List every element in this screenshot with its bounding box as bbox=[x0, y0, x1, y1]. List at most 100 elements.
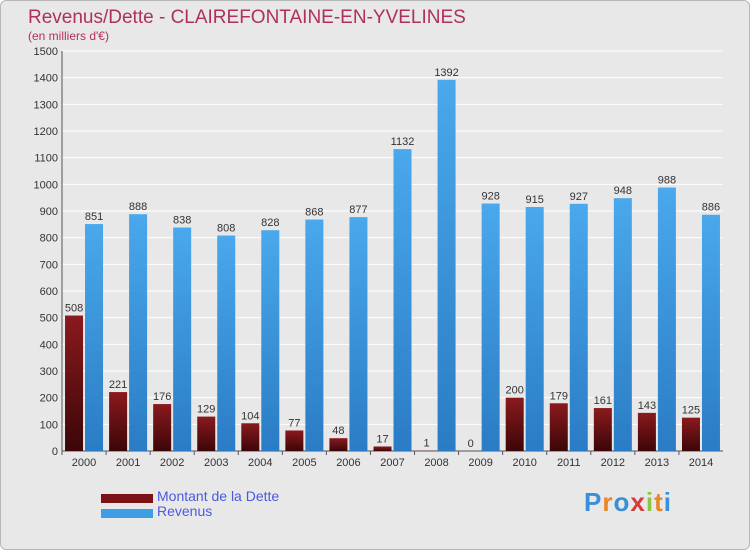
data-label-dette: 221 bbox=[109, 379, 127, 391]
y-tick-label: 0 bbox=[52, 446, 58, 458]
x-tick-label: 2007 bbox=[380, 457, 404, 469]
chart-title: Revenus/Dette - CLAIREFONTAINE-EN-YVELIN… bbox=[28, 7, 466, 28]
logo-letter: P bbox=[584, 487, 603, 517]
bar-revenus bbox=[217, 235, 236, 451]
y-tick-label: 900 bbox=[40, 206, 58, 218]
y-tick-label: 1000 bbox=[34, 179, 58, 191]
bar-dette bbox=[593, 408, 612, 451]
bar-dette bbox=[153, 404, 172, 451]
x-tick-label: 2010 bbox=[512, 457, 536, 469]
data-label-dette: 104 bbox=[241, 410, 259, 422]
x-tick-label: 2009 bbox=[468, 457, 492, 469]
y-tick-label: 700 bbox=[40, 259, 58, 271]
y-tick-label: 300 bbox=[40, 366, 58, 378]
legend-label-dette: Montant de la Dette bbox=[157, 488, 280, 504]
data-label-revenus: 886 bbox=[702, 202, 720, 214]
data-label-revenus: 988 bbox=[658, 175, 676, 187]
bar-revenus bbox=[525, 207, 544, 451]
legend-swatch-revenus bbox=[101, 509, 153, 518]
legend-swatch-dette bbox=[101, 494, 153, 503]
bar-dette bbox=[681, 417, 700, 451]
bar-revenus bbox=[129, 214, 148, 451]
data-label-dette: 508 bbox=[65, 303, 83, 315]
bar-revenus bbox=[173, 227, 192, 451]
bar-revenus bbox=[305, 219, 324, 451]
bar-dette bbox=[549, 403, 568, 451]
data-label-revenus: 877 bbox=[349, 204, 367, 216]
y-tick-label: 1200 bbox=[34, 126, 58, 138]
data-label-revenus: 1392 bbox=[434, 67, 458, 79]
bar-dette bbox=[505, 397, 524, 451]
y-tick-label: 600 bbox=[40, 286, 58, 298]
data-label-revenus: 851 bbox=[85, 211, 103, 223]
x-tick-label: 2012 bbox=[601, 457, 625, 469]
logo-letter: x bbox=[630, 487, 646, 517]
data-label-revenus: 868 bbox=[305, 207, 323, 219]
x-tick-label: 2000 bbox=[72, 457, 96, 469]
logo-letter: i bbox=[663, 487, 672, 517]
bar-dette bbox=[65, 315, 84, 451]
x-tick-label: 2001 bbox=[116, 457, 140, 469]
data-label-dette: 179 bbox=[550, 390, 568, 402]
bar-dette bbox=[637, 412, 656, 451]
bar-dette bbox=[329, 438, 348, 451]
y-tick-label: 1300 bbox=[34, 99, 58, 111]
data-label-dette: 77 bbox=[288, 417, 300, 429]
y-tick-label: 1100 bbox=[34, 153, 58, 165]
data-label-dette: 17 bbox=[376, 433, 388, 445]
x-tick-label: 2013 bbox=[645, 457, 669, 469]
bar-dette bbox=[285, 430, 304, 451]
y-tick-label: 800 bbox=[40, 233, 58, 245]
data-label-dette: 161 bbox=[594, 395, 612, 407]
x-tick-label: 2003 bbox=[204, 457, 228, 469]
data-label-dette: 48 bbox=[332, 425, 344, 437]
proxiti-logo: Proxiti bbox=[584, 487, 672, 518]
bar-dette bbox=[197, 416, 216, 451]
data-label-revenus: 915 bbox=[526, 194, 544, 206]
data-label-revenus: 948 bbox=[614, 185, 632, 197]
bar-revenus bbox=[701, 214, 720, 451]
bar-revenus bbox=[613, 198, 632, 451]
x-tick-label: 2011 bbox=[557, 457, 581, 469]
data-label-dette: 125 bbox=[682, 405, 700, 417]
data-label-dette: 176 bbox=[153, 391, 171, 403]
y-tick-label: 1500 bbox=[34, 46, 58, 58]
bar-revenus bbox=[393, 149, 412, 451]
data-label-dette: 200 bbox=[506, 385, 524, 397]
bar-dette bbox=[109, 392, 128, 451]
bar-dette bbox=[241, 423, 260, 451]
data-label-dette: 0 bbox=[468, 438, 474, 450]
data-label-revenus: 927 bbox=[570, 191, 588, 203]
y-tick-label: 400 bbox=[40, 339, 58, 351]
data-label-revenus: 838 bbox=[173, 215, 191, 227]
logo-letter: i bbox=[645, 487, 655, 517]
logo-letter: r bbox=[602, 487, 614, 517]
bar-revenus bbox=[437, 79, 456, 452]
logo-letter: t bbox=[654, 487, 664, 517]
x-tick-label: 2004 bbox=[248, 457, 272, 469]
data-label-dette: 129 bbox=[197, 404, 215, 416]
bar-revenus bbox=[481, 203, 500, 451]
logo-letter: o bbox=[613, 487, 631, 517]
x-tick-label: 2008 bbox=[424, 457, 448, 469]
data-label-revenus: 928 bbox=[481, 191, 499, 203]
x-tick-label: 2006 bbox=[336, 457, 360, 469]
legend-label-revenus: Revenus bbox=[157, 503, 213, 519]
data-label-revenus: 1132 bbox=[391, 136, 415, 148]
x-tick-label: 2014 bbox=[689, 457, 713, 469]
bar-revenus bbox=[85, 224, 104, 451]
y-tick-label: 500 bbox=[40, 313, 58, 325]
bar-revenus bbox=[349, 217, 368, 451]
y-tick-label: 1400 bbox=[34, 73, 58, 85]
bar-revenus bbox=[569, 203, 588, 451]
y-tick-label: 100 bbox=[40, 419, 58, 431]
chart-subtitle: (en milliers d'€) bbox=[28, 29, 109, 43]
y-tick-label: 200 bbox=[40, 393, 58, 405]
data-label-revenus: 888 bbox=[129, 201, 147, 213]
data-label-dette: 1 bbox=[424, 438, 430, 450]
bar-revenus bbox=[657, 187, 676, 452]
x-tick-label: 2002 bbox=[160, 457, 184, 469]
bar-revenus bbox=[261, 230, 280, 451]
